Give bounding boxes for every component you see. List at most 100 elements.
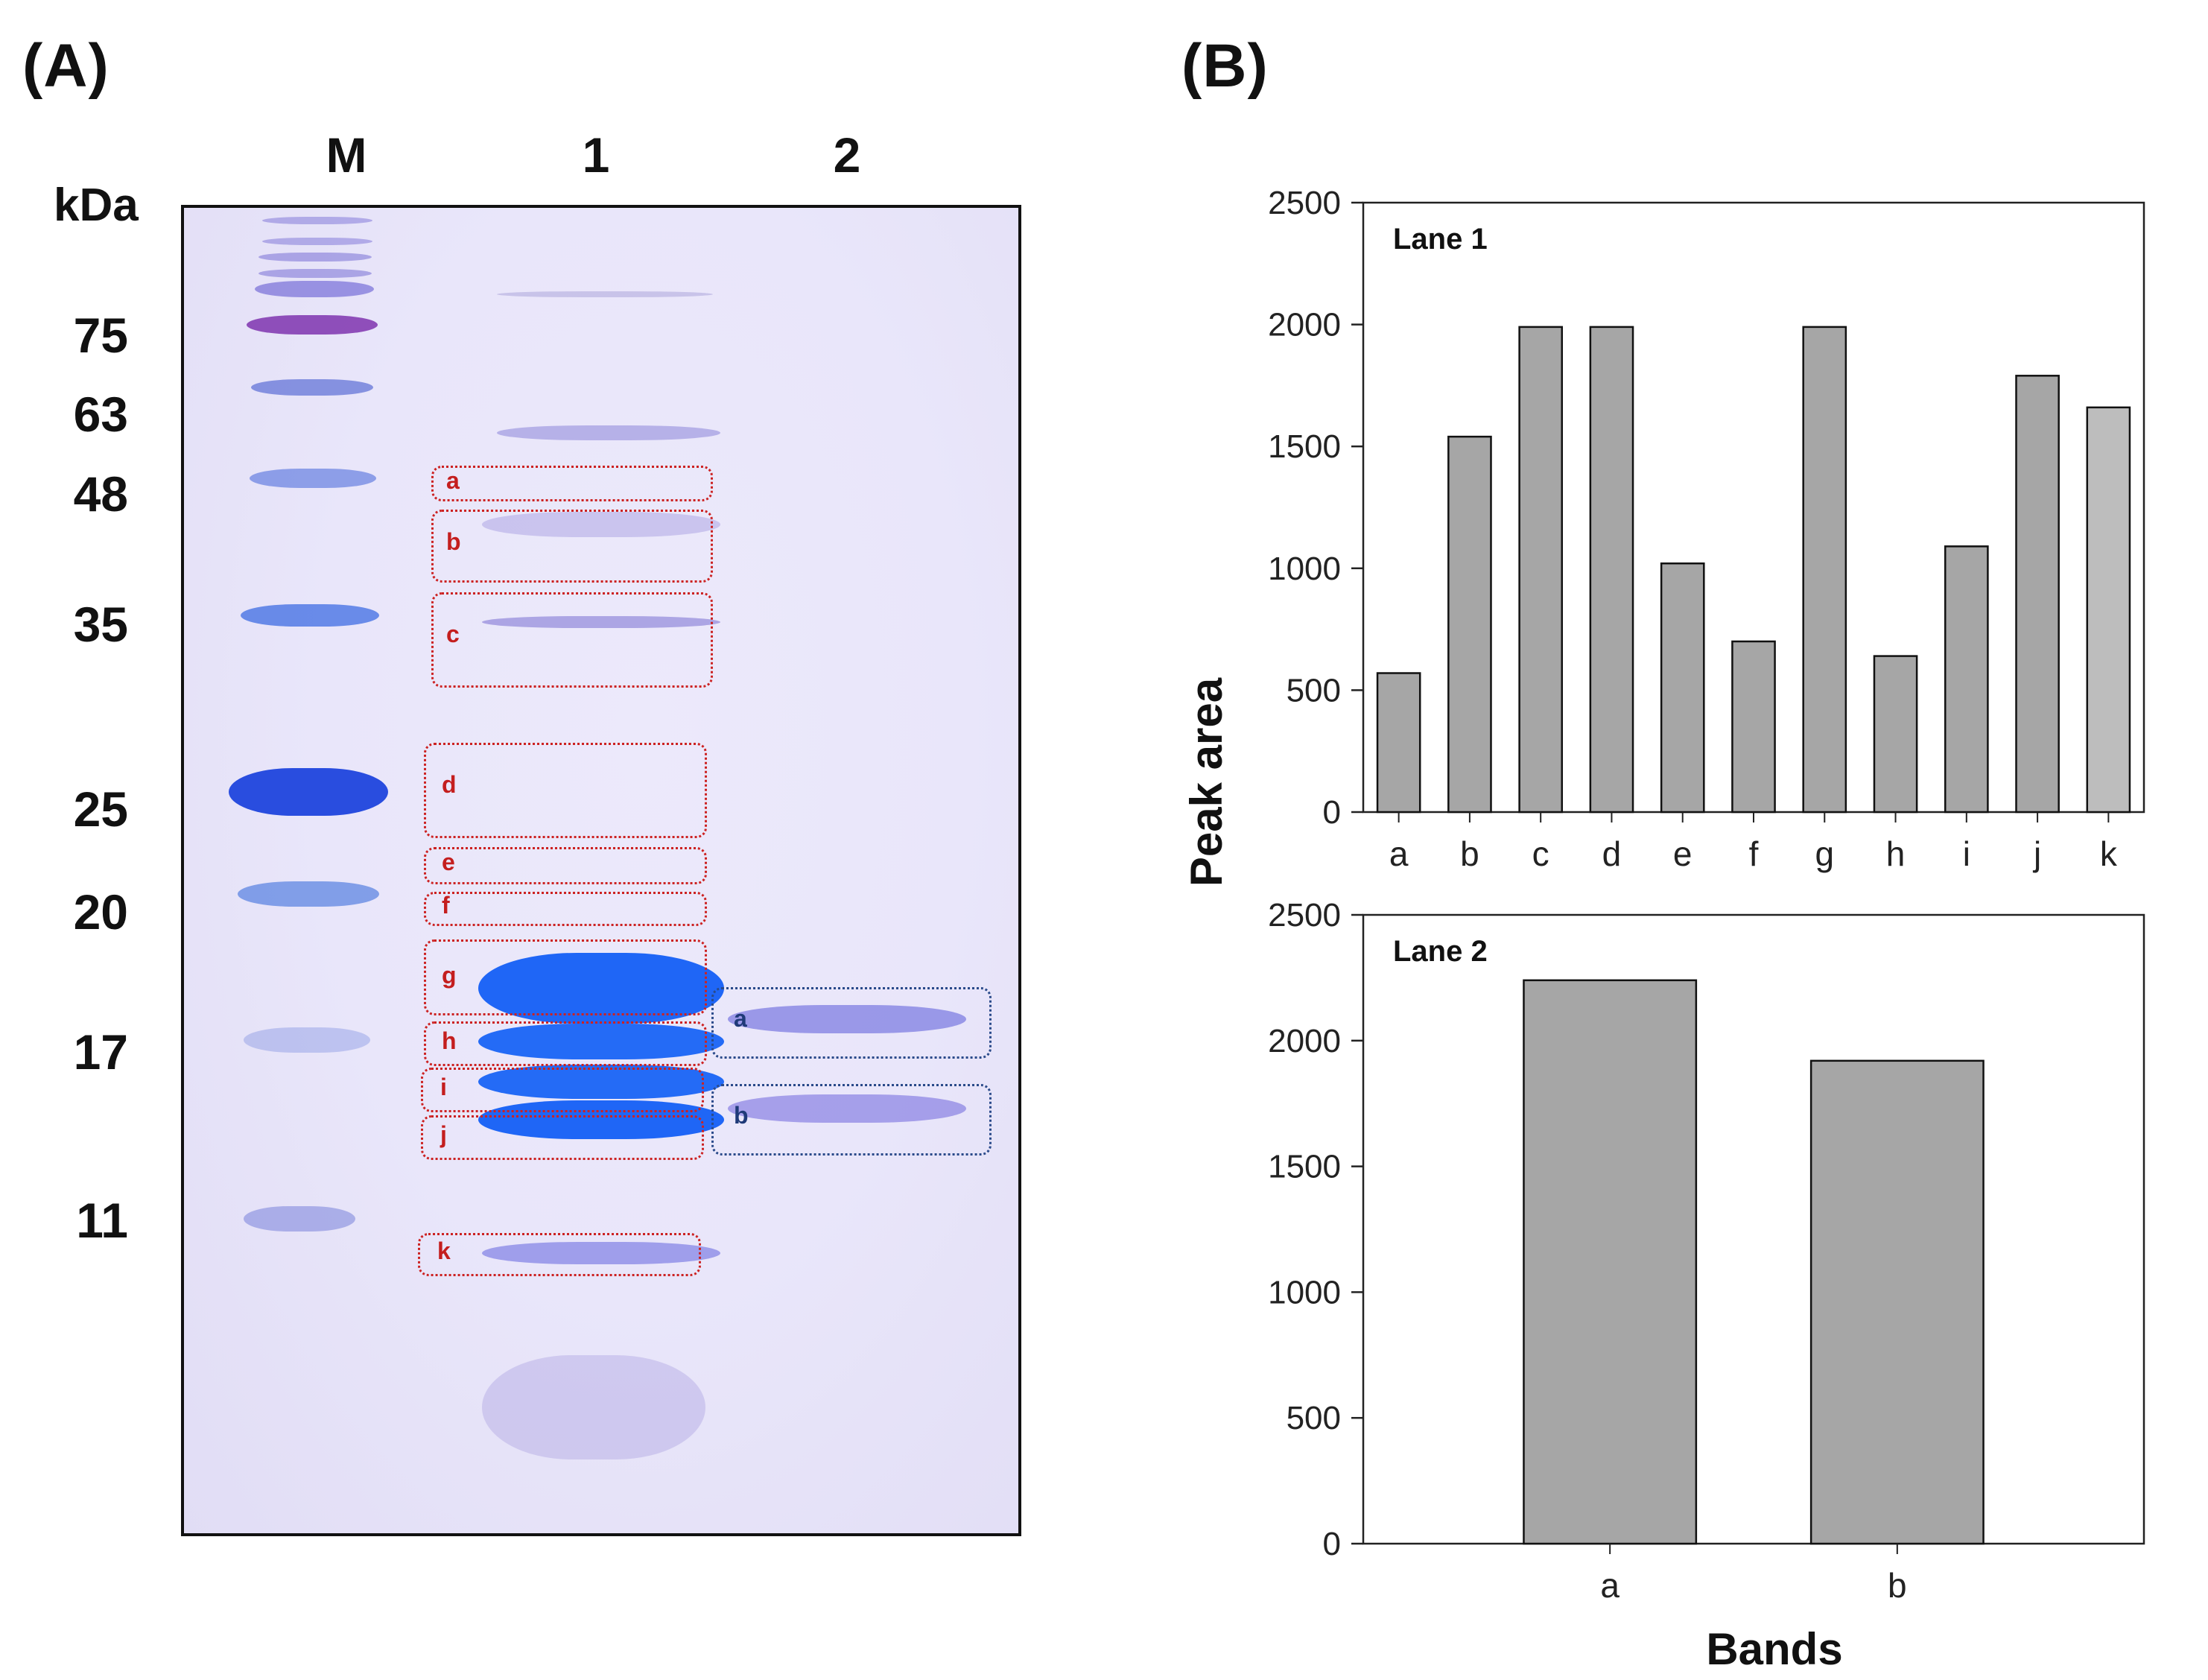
marker-band-48: [250, 469, 376, 488]
lane1-box-label-d: d: [442, 771, 457, 798]
marker-band: [255, 281, 374, 297]
bar-b: [1809, 1059, 1985, 1545]
y-tick-label: 1500: [1268, 1149, 1341, 1185]
lane1-box-b: [431, 510, 713, 583]
bar-b: [1447, 435, 1492, 814]
y-axis-label: Peak area: [1181, 677, 1231, 887]
mw-label-20: 20: [73, 884, 128, 939]
mw-label-17: 17: [73, 1024, 128, 1080]
mw-label-35: 35: [73, 597, 128, 652]
chart-title: Lane 1: [1393, 223, 1488, 256]
bar-j: [2015, 375, 2060, 814]
lane2-box-a: [711, 987, 992, 1059]
lane1-box-label-f: f: [442, 892, 450, 919]
panel-b-label: (B): [1181, 32, 1269, 100]
lane1-smear: [482, 1355, 705, 1459]
x-tick-label-d: d: [1602, 834, 1622, 873]
lane2-box-label-a: a: [734, 1005, 747, 1032]
lane1-bar-chart: 0 500 1000 1500 2000 2500 Lane 1 a b c d e f g h i j k: [1268, 185, 2145, 873]
lane1-band-i: [478, 1065, 724, 1099]
bar-d: [1589, 326, 1634, 814]
y-tick-label: 1500: [1268, 428, 1341, 465]
y-tick-label: 0: [1323, 794, 1341, 831]
lane1-box-c: [431, 592, 713, 688]
x-tick-label-f: f: [1749, 834, 1759, 873]
lane2-box-b: [711, 1084, 992, 1156]
lane1-box-h: [424, 1021, 707, 1066]
x-tick-label-b: b: [1460, 834, 1479, 873]
lane-label-1: 1: [582, 127, 610, 183]
x-tick-label-a: a: [1600, 1566, 1619, 1605]
y-tick-label: 500: [1287, 1400, 1341, 1436]
y-tick-label: 2500: [1268, 185, 1341, 221]
x-tick-label-j: j: [2032, 834, 2041, 873]
x-tick-label-e: e: [1673, 834, 1693, 873]
lane1-box-i: [421, 1068, 704, 1112]
bar-c: [1518, 326, 1564, 814]
mw-label-11: 11: [76, 1193, 128, 1248]
x-axis-label: Bands: [1706, 1624, 1842, 1674]
lane1-band-k: [482, 1242, 720, 1264]
x-tick-label-i: i: [1963, 834, 1970, 873]
x-tick-label-g: g: [1815, 834, 1834, 873]
lane1-band: [497, 425, 720, 440]
lane1-box-label-e: e: [442, 849, 455, 875]
lane1-band: [482, 512, 720, 537]
y-tick-label: 2000: [1268, 1023, 1341, 1059]
lane1-box-d: [424, 743, 707, 838]
kda-unit-label: kDa: [54, 180, 139, 231]
lane1-band-top: [497, 291, 713, 297]
bar-i: [1944, 545, 1989, 814]
lane1-box-label-i: i: [440, 1074, 447, 1100]
lane1-box-label-b: b: [446, 528, 461, 555]
lane1-box-k: [418, 1233, 701, 1276]
marker-band-75: [247, 315, 378, 335]
lane2-band-b: [728, 1094, 966, 1123]
lane1-box-label-j: j: [440, 1121, 447, 1148]
lane1-box-a: [431, 466, 713, 501]
lane2-bar-chart: 0 500 1000 1500 2000 2500 Lane 2 a b: [1268, 897, 2145, 1605]
lane1-band-j: [478, 1100, 724, 1139]
x-tick-label-c: c: [1532, 834, 1549, 873]
x-tick-label-a: a: [1389, 834, 1409, 873]
y-tick-label: 2500: [1268, 897, 1341, 933]
lane1-box-label-g: g: [442, 962, 457, 989]
lane1-band-h: [478, 1024, 724, 1059]
mw-label-25: 25: [73, 782, 128, 837]
lane1-box-j: [421, 1115, 704, 1160]
y-tick-label: 500: [1287, 672, 1341, 709]
lane-label-2: 2: [833, 127, 861, 183]
y-tick-label: 2000: [1268, 307, 1341, 343]
lane1-box-label-k: k: [437, 1237, 451, 1264]
lane1-box-g: [424, 939, 707, 1015]
mw-label-48: 48: [73, 466, 128, 522]
marker-band-20: [238, 881, 379, 907]
mw-label-75: 75: [73, 308, 128, 363]
y-tick-label: 1000: [1268, 551, 1341, 587]
chart-title: Lane 2: [1393, 935, 1488, 968]
lane2-box-label-b: b: [734, 1102, 749, 1129]
bar-e: [1660, 562, 1705, 814]
bar-h: [1873, 655, 1918, 814]
lane1-band-g: [478, 953, 724, 1024]
y-tick-label: 0: [1323, 1526, 1341, 1562]
x-tick-label-h: h: [1886, 834, 1906, 873]
marker-band-25: [229, 768, 388, 816]
lane1-box-label-h: h: [442, 1027, 457, 1054]
plot-frame: [1362, 913, 2145, 1545]
bar-g: [1802, 326, 1847, 814]
bar-a: [1523, 979, 1698, 1545]
lane1-band: [482, 616, 720, 628]
y-tick-label: 1000: [1268, 1274, 1341, 1310]
panel-a-label: (A): [22, 32, 110, 100]
lane1-box-e: [424, 847, 707, 884]
lane2-band-a: [728, 1005, 966, 1033]
gel-image: a b c d e f g h i j k a b: [181, 205, 1021, 1536]
marker-band-17: [244, 1027, 370, 1053]
lane1-box-label-a: a: [446, 467, 460, 494]
x-tick-label-k: k: [2100, 834, 2118, 873]
bar-a: [1376, 672, 1421, 814]
bar-f: [1731, 640, 1776, 814]
mw-label-63: 63: [73, 387, 128, 442]
